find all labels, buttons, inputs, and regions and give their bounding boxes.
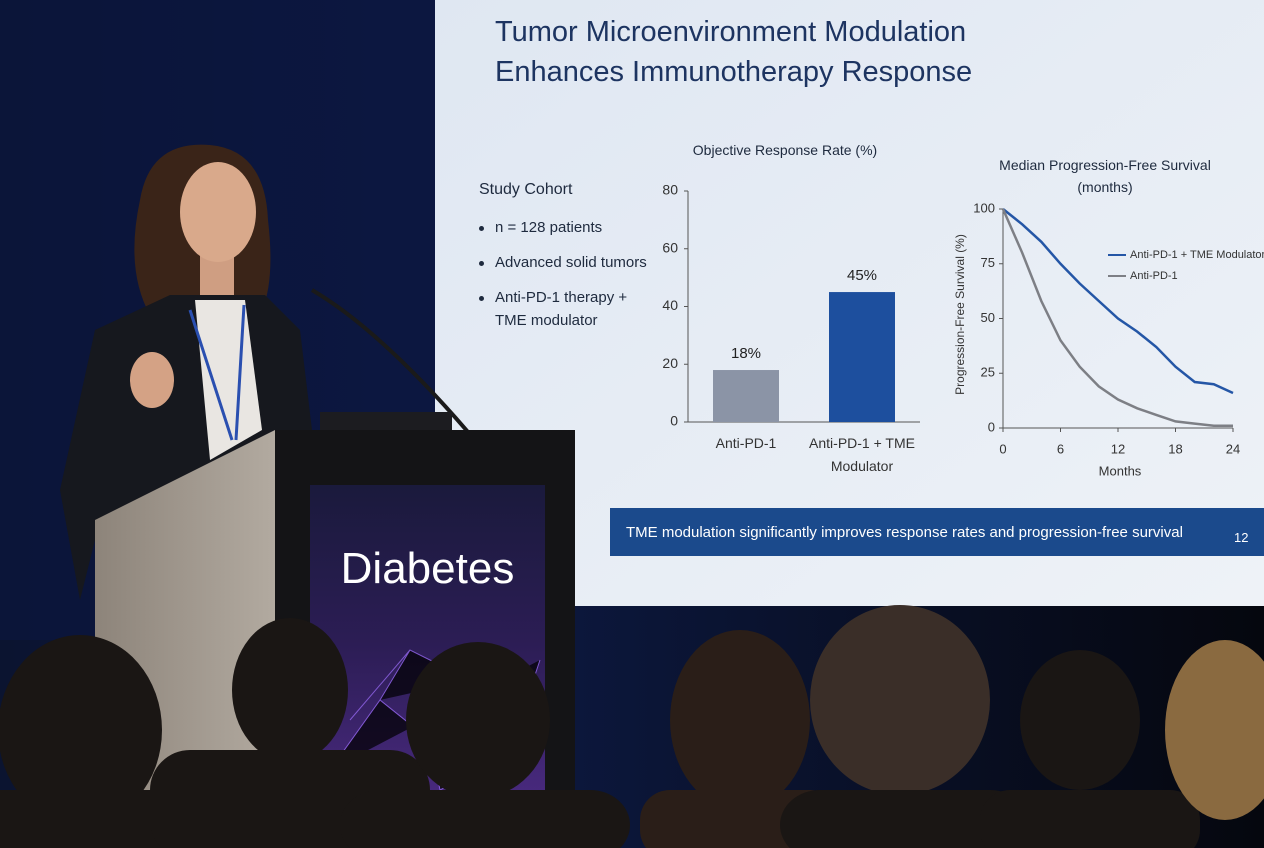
speaker — [60, 144, 312, 600]
y-tick-label: 40 — [662, 297, 678, 313]
laptop — [320, 412, 452, 434]
cohort-bullet: Advanced solid tumors — [479, 251, 649, 274]
slide-number: 12 — [1234, 530, 1249, 545]
cohort-list: n = 128 patients Advanced solid tumors Ant… — [479, 216, 649, 344]
audience — [0, 605, 1264, 848]
bullet-dot — [479, 296, 484, 301]
cohort-bullet: Anti-PD-1 therapy + TME modulator — [479, 286, 649, 332]
y-tick-label: 100 — [973, 200, 995, 215]
value-label: 45% — [847, 267, 877, 284]
x-tick-label: 18 — [1168, 441, 1182, 456]
y-tick-label: 60 — [662, 239, 678, 255]
series-line — [1001, 208, 1233, 428]
slide-title: Tumor Microenvironment Modulation Enhanc… — [495, 16, 973, 88]
y-tick-label: 0 — [670, 413, 678, 429]
line-chart-title: Median Progression-Free Survival (months… — [999, 157, 1211, 195]
legend-label: Anti-PD-1 + TME Modulator — [1130, 249, 1264, 261]
series-line — [1002, 208, 1234, 395]
bullet-dot — [479, 226, 484, 231]
y-tick-label: 75 — [981, 255, 995, 270]
x-tick-label: 12 — [1111, 441, 1125, 456]
x-tick-label: 0 — [999, 441, 1006, 456]
x-tick-label: 6 — [1057, 441, 1064, 456]
x-axis-label: Months — [1099, 463, 1142, 478]
bar-chart-title: Objective Response Rate (%) — [692, 142, 878, 158]
legend-label: Anti-PD-1 — [1130, 270, 1178, 282]
banner-text: TME modulation significantly improves re… — [626, 524, 1183, 541]
value-label: 18% — [731, 345, 761, 362]
y-tick-label: 0 — [988, 419, 995, 434]
y-tick-label: 25 — [981, 365, 995, 380]
y-tick-label: 50 — [981, 310, 995, 325]
y-tick-label: 80 — [662, 182, 678, 198]
x-tick-label: 24 — [1226, 441, 1240, 456]
bar — [829, 292, 895, 422]
x-tick-label: Anti-PD-1 — [715, 435, 777, 451]
y-axis-label: Progression-Free Survival (%) — [953, 234, 967, 395]
cohort-bullet: n = 128 patients — [479, 216, 649, 239]
y-tick-label: 20 — [662, 355, 678, 371]
bullet-dot — [479, 261, 484, 266]
podium-label: Diabetes — [340, 544, 515, 593]
cohort-heading: Study Cohort — [479, 181, 573, 198]
microphone — [310, 288, 470, 434]
x-tick-label: Anti-PD-1 + TME Modulator — [809, 435, 915, 474]
bar — [713, 370, 779, 422]
banner-bar — [610, 508, 1264, 556]
